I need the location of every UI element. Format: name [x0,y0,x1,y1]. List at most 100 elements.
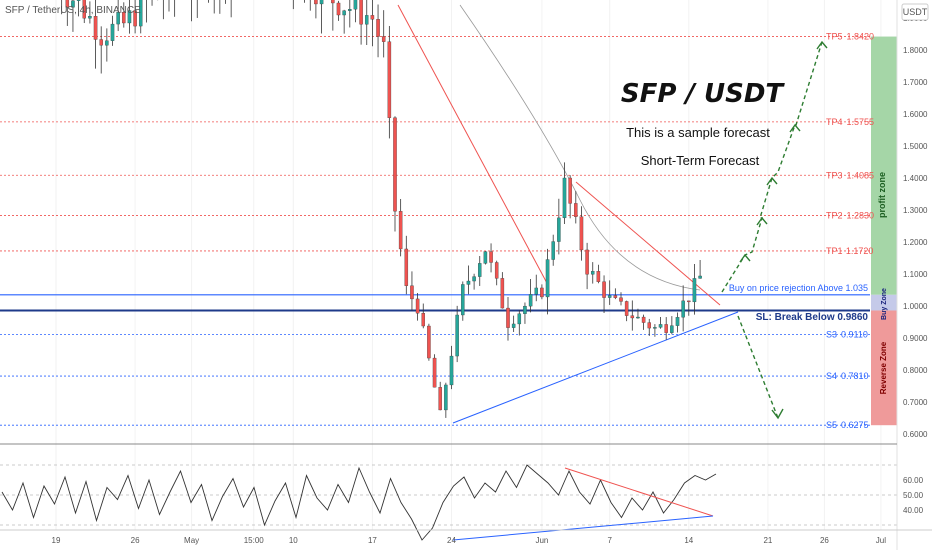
candle-body [477,263,482,277]
candle-body [404,248,409,286]
currency-badge[interactable]: USDT [903,7,928,17]
x-tick-label: May [184,536,199,545]
x-tick-label: 26 [131,536,140,545]
candle-body [133,10,137,27]
candle-body [376,19,380,37]
y-tick-label: 0.7000 [903,398,928,407]
level-label-tp4: TP4 1.5755 [826,117,874,127]
candle-body [421,313,425,327]
moving-average-line [459,4,701,291]
rsi-resistance-line [564,467,714,517]
candle-body [511,323,516,328]
x-tick-label: 14 [684,536,693,545]
candle-body [88,16,92,19]
candle-body [636,316,640,319]
x-tick-label: 15:00 [244,536,265,545]
sl-text: SL: Break Below 0.9860 [756,312,869,323]
candle-body [641,316,646,323]
candle-body [427,325,431,359]
candle-body [393,117,397,212]
candle-body [692,278,697,303]
candle-body [415,298,420,314]
candle-body [562,177,567,219]
candle-body [557,217,561,242]
candle-body [596,271,601,282]
forecast-arrows [721,40,828,420]
currency-badge-box[interactable] [901,3,929,21]
candle-body [359,0,363,25]
buy-zone [871,294,897,311]
profit-zone-label: profit zone [877,172,887,218]
y-tick-label: 1.0000 [903,302,928,311]
level-label-tp2: TP2 1.2830 [826,210,874,220]
candle-body [613,295,618,298]
y-tick-label: 1.5000 [903,142,928,151]
reverse-zone [871,310,897,426]
candle-body [99,39,103,46]
level-name: TP4 [826,117,843,127]
candle-body [82,0,87,19]
candle-body [381,36,386,42]
level-value: 1.5755 [847,117,875,127]
zones [871,36,897,426]
candle-body [449,355,454,386]
candle-body [331,0,335,4]
candle-body [93,16,98,40]
forecast-arrowhead [789,123,801,133]
candle-body [494,262,499,279]
candle-body [647,322,652,329]
level-name: TP3 [826,170,843,180]
candle-body [624,301,629,316]
candle-body [545,259,550,298]
y-tick-label: 0.8000 [903,366,928,375]
candle-body [523,305,527,314]
x-tick-label: 21 [763,536,772,545]
candle-body [630,315,635,319]
candle-body [71,0,75,8]
candle-body [336,2,341,16]
candle-body [619,297,623,302]
reverse-zone-label: Reverse Zone [879,341,888,394]
y-tick-label: 1.1000 [903,270,928,279]
rsi-tick-label: 50.00 [903,491,924,500]
candle-body [466,280,471,285]
candle-body [540,287,544,298]
candle-body [579,216,584,251]
y-tick-label: 1.7000 [903,78,928,87]
rsi-tick-label: 60.00 [903,476,924,485]
level-value: 1.1720 [846,246,874,256]
level-label-s5: S5 0.6275 [826,420,869,430]
candle-body [670,325,674,333]
y-tick-label: 1.4000 [903,174,928,183]
x-tick-label: Jun [535,536,548,545]
candle-body [602,281,606,298]
level-value: 1.8420 [847,32,875,42]
candle-body [438,387,442,411]
candle-body [681,300,685,318]
candle-body [444,384,448,411]
level-value: 0.6275 [841,420,869,430]
level-value: 0.9110 [841,329,868,339]
candle-body [110,23,115,41]
symbol-title: SFP / TetherUS, 4h, BINANCE [5,5,141,16]
level-value: 1.2830 [847,210,875,220]
candle-body [658,324,663,328]
forecast-arrowhead [756,216,768,226]
candle-body [472,276,476,282]
candle-body [138,0,143,27]
candle-body [314,0,318,5]
candle-body [348,9,352,11]
candle-body [506,307,510,328]
candle-body [500,278,505,309]
uptrend-support-line [452,311,739,424]
candle-body [65,0,70,8]
candle-body [364,15,369,25]
y-tick-label: 1.3000 [903,206,928,215]
candle-body [664,324,668,333]
candle-body [342,10,346,16]
level-value: 1.4085 [847,170,875,180]
rsi-support-line [452,515,714,541]
x-tick-label: 10 [289,536,298,545]
level-value: 0.7810 [841,371,869,381]
